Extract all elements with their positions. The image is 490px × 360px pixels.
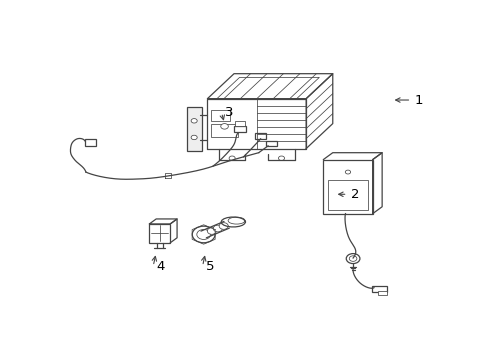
- Bar: [149, 224, 170, 243]
- Circle shape: [349, 256, 357, 261]
- Circle shape: [191, 118, 197, 123]
- Bar: [328, 180, 368, 210]
- Circle shape: [346, 253, 360, 264]
- Bar: [267, 141, 277, 146]
- Circle shape: [345, 170, 351, 174]
- Circle shape: [229, 156, 235, 161]
- Bar: [187, 107, 202, 151]
- Bar: [255, 133, 267, 139]
- Bar: [211, 110, 230, 121]
- Text: 2: 2: [351, 188, 359, 201]
- Circle shape: [207, 228, 217, 234]
- Circle shape: [213, 225, 222, 232]
- Text: 4: 4: [156, 260, 165, 273]
- Bar: [234, 126, 246, 132]
- Bar: [85, 139, 96, 146]
- Circle shape: [192, 226, 215, 243]
- Text: 5: 5: [206, 260, 214, 273]
- Bar: [323, 159, 372, 214]
- Circle shape: [191, 135, 197, 140]
- Circle shape: [278, 156, 285, 161]
- Bar: [372, 286, 387, 292]
- Bar: [211, 123, 238, 138]
- Bar: [235, 121, 245, 126]
- Text: 1: 1: [415, 94, 423, 107]
- Circle shape: [219, 223, 228, 229]
- Circle shape: [220, 123, 228, 129]
- Bar: [378, 291, 387, 294]
- Text: 3: 3: [224, 106, 233, 119]
- Circle shape: [197, 229, 211, 239]
